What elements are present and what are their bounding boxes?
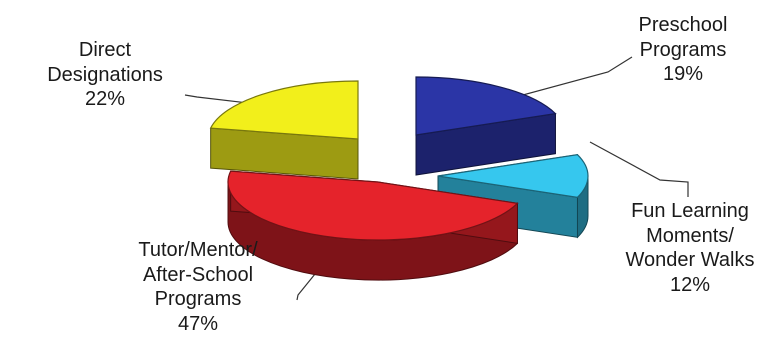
leader-line (507, 56, 633, 100)
slice-percent: 47% (177, 312, 219, 335)
slice-label-line: Programs (639, 38, 727, 61)
slice-label-line: Moments/ (646, 224, 734, 247)
leader-line (589, 141, 689, 197)
pie-slice (227, 170, 519, 241)
slice-tops (209, 76, 589, 241)
slice-label-preschool-programs: Preschool Programs 19% (615, 13, 751, 87)
slice-label-line: Programs (154, 288, 242, 310)
slice-label-line: After-School (142, 263, 254, 286)
slice-label-line: Fun Learning (631, 200, 749, 222)
slice-label-line: Preschool (638, 14, 728, 36)
slice-label-line: Direct (78, 39, 132, 61)
pie-slice (415, 76, 557, 136)
slice-label-tutor-mentor-after-school: Tutor/Mentor/ After-School Programs 47% (120, 238, 276, 336)
pie-slice (209, 80, 359, 140)
slice-label-line: Designations (47, 63, 163, 86)
slice-label-direct-designations: Direct Designations 22% (30, 38, 180, 112)
slice-percent: 22% (84, 88, 126, 110)
slice-label-line: Wonder Walks (625, 249, 755, 271)
slice-percent: 19% (662, 63, 704, 85)
slice-label-line: Tutor/Mentor/ (138, 239, 258, 261)
pie-slice (437, 154, 589, 198)
slice-percent: 12% (669, 273, 711, 296)
slice-label-fun-learning-moments: Fun Learning Moments/ Wonder Walks 12% (610, 199, 770, 297)
